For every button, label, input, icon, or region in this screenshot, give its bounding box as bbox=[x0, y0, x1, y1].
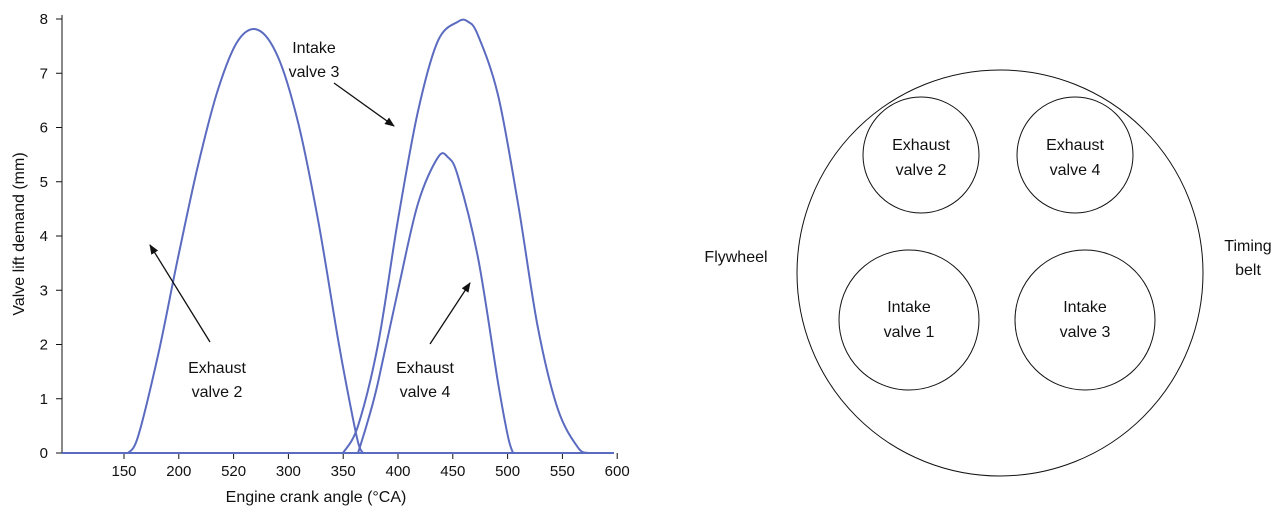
valve-label-exhaust-4-line1: Exhaust bbox=[1046, 137, 1104, 154]
valve-circle-intake-1 bbox=[838, 249, 980, 391]
x-axis-label: Engine crank angle (°CA) bbox=[226, 489, 407, 506]
annotation-exhaust-valve-4-line1: Exhaust bbox=[396, 360, 454, 377]
y-tick-label: 4 bbox=[40, 228, 48, 245]
y-tick-label: 5 bbox=[40, 174, 48, 191]
y-tick-label: 3 bbox=[40, 282, 48, 299]
series-line-exhaust-valve-4 bbox=[357, 152, 514, 454]
annotation-intake-valve-3-line1: Intake bbox=[292, 40, 336, 57]
x-tick-label: 200 bbox=[166, 463, 191, 480]
timing-belt-label-line1: Timing bbox=[1224, 238, 1271, 255]
series-line-exhaust-valve-2 bbox=[127, 28, 364, 454]
valve-label-exhaust-4-line2: valve 4 bbox=[1050, 162, 1101, 179]
x-tick-label: 450 bbox=[440, 463, 465, 480]
y-axis-label: Valve lift demand (mm) bbox=[11, 152, 28, 315]
x-ticks: 150 200 520 300 350 400 450 500 550 600 bbox=[111, 453, 630, 480]
x-tick-label: 300 bbox=[276, 463, 301, 480]
cylinder-outline bbox=[796, 69, 1204, 477]
valve-layout-diagram: Exhaust valve 2 Exhaust valve 4 Intake v… bbox=[704, 69, 1272, 477]
series-lines bbox=[62, 18, 614, 454]
flywheel-label: Flywheel bbox=[704, 249, 767, 266]
y-tick-label: 1 bbox=[40, 391, 48, 408]
valve-label-intake-3-line2: valve 3 bbox=[1060, 324, 1111, 341]
x-tick-label: 600 bbox=[605, 463, 630, 480]
y-tick-label: 2 bbox=[40, 337, 48, 354]
annotation-arrow-exhaust-valve-4 bbox=[429, 282, 471, 345]
x-tick-label: 500 bbox=[495, 463, 520, 480]
y-tick-label: 0 bbox=[40, 445, 48, 462]
annotation-arrow-intake-valve-3 bbox=[333, 82, 395, 127]
y-tick-label: 7 bbox=[40, 65, 48, 82]
valve-lift-chart: 0 1 2 3 4 5 6 7 8 150 200 520 300 350 400 450 500 550 600… bbox=[11, 11, 630, 506]
valve-circle-intake-3 bbox=[1014, 249, 1156, 391]
timing-belt-label-line2: belt bbox=[1235, 262, 1261, 279]
valve-label-intake-1-line2: valve 1 bbox=[884, 324, 935, 341]
x-tick-label: 150 bbox=[111, 463, 136, 480]
valve-label-exhaust-2-line1: Exhaust bbox=[892, 137, 950, 154]
valve-circle-exhaust-4 bbox=[1016, 96, 1134, 214]
series-line-intake-valve-3 bbox=[342, 18, 589, 454]
x-tick-label: 550 bbox=[550, 463, 575, 480]
valve-label-intake-1-line1: Intake bbox=[887, 299, 931, 316]
annotation-exhaust-valve-4-line2: valve 4 bbox=[400, 384, 451, 401]
annotation-exhaust-valve-2-line2: valve 2 bbox=[192, 384, 243, 401]
annotation-intake-valve-3-line2: valve 3 bbox=[289, 64, 340, 81]
valve-circle-exhaust-2 bbox=[862, 96, 980, 214]
x-tick-label: 520 bbox=[221, 463, 246, 480]
annotation-exhaust-valve-2-line1: Exhaust bbox=[188, 360, 246, 377]
y-tick-label: 8 bbox=[40, 11, 48, 28]
valve-label-exhaust-2-line2: valve 2 bbox=[896, 162, 947, 179]
y-ticks: 0 1 2 3 4 5 6 7 8 bbox=[40, 11, 62, 462]
y-tick-label: 6 bbox=[40, 120, 48, 137]
x-tick-label: 350 bbox=[331, 463, 356, 480]
valve-label-intake-3-line1: Intake bbox=[1063, 299, 1107, 316]
x-tick-label: 400 bbox=[385, 463, 410, 480]
annotation-arrow-exhaust-valve-2 bbox=[149, 244, 211, 343]
